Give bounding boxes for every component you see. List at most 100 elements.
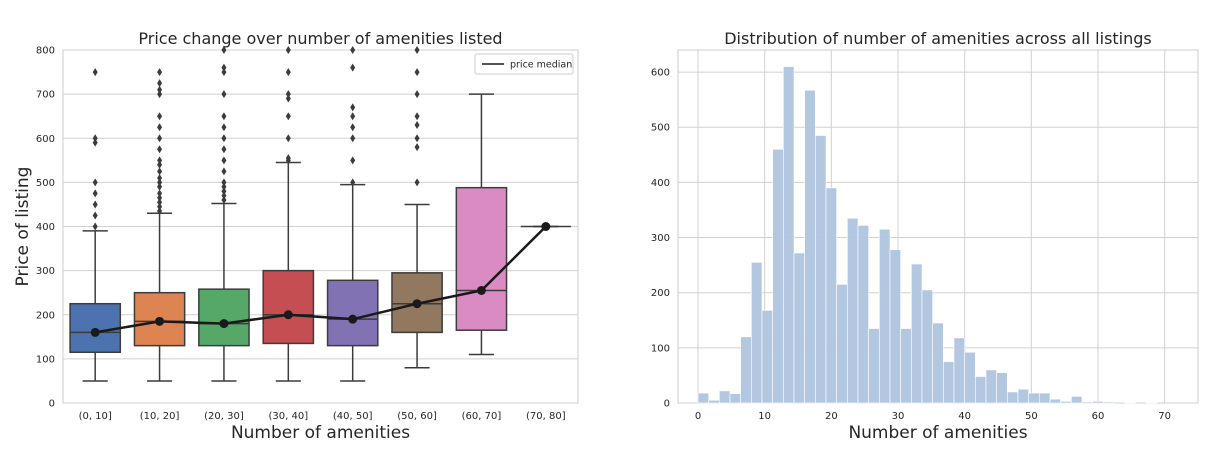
box-outlier-point: [221, 156, 227, 165]
histogram-bar: [911, 263, 923, 404]
box-outlier-point: [157, 207, 163, 216]
legend-label-price-median: price median: [510, 60, 572, 71]
histogram-bar: [1103, 401, 1115, 404]
histogram-bar: [900, 328, 912, 404]
right-ytick-label: 500: [651, 123, 670, 134]
right-x-axis-label: Number of amenities: [848, 423, 1027, 443]
histogram-bar: [996, 372, 1008, 404]
left-xtick-label: (60, 70]: [462, 411, 502, 422]
left-ytick-label: 400: [36, 222, 55, 233]
right-ytick-label: 400: [651, 178, 670, 189]
histogram-bar: [697, 392, 709, 404]
box-outlier-point: [157, 85, 163, 94]
left-ytick-label: 500: [36, 178, 55, 189]
box-outlier-point: [285, 46, 291, 54]
box-outlier-point: [285, 134, 291, 143]
box-outlier-point: [221, 63, 227, 72]
histogram-bar: [793, 252, 805, 404]
box-outlier-point: [414, 90, 420, 99]
histogram-bar: [847, 217, 859, 404]
histogram-bar: [1145, 402, 1157, 404]
box-outlier-point: [157, 90, 163, 99]
box-outlier-point: [350, 134, 356, 143]
box-outlier-point: [414, 178, 420, 187]
left-ytick-label: 300: [36, 266, 55, 277]
box-outlier-point: [157, 112, 163, 121]
box-outlier-point: [350, 103, 356, 112]
histogram-bar: [740, 336, 752, 404]
left-xtick-label: (40, 50]: [333, 411, 373, 422]
left-xtick-label: (20, 30]: [204, 411, 244, 422]
box-outlier-point: [92, 68, 98, 77]
box-outlier-point: [221, 112, 227, 121]
box-outlier-point: [350, 63, 356, 72]
box-outlier-point: [157, 182, 163, 191]
histogram-bar: [985, 369, 997, 404]
box-iqr: [262, 269, 315, 345]
left-ytick-label: 600: [36, 134, 55, 145]
right-chart-title: Distribution of number of amenities acro…: [724, 29, 1152, 48]
right-xtick-label: 50: [1025, 411, 1038, 422]
histogram-bar: [868, 328, 880, 404]
histogram-bar: [1060, 401, 1072, 404]
right-ytick-label: 600: [651, 68, 670, 79]
box-outlier-point: [92, 138, 98, 147]
box-outlier-point: [285, 94, 291, 103]
histogram-bar: [879, 228, 891, 404]
histogram-bar: [1092, 401, 1104, 404]
histogram-bar: [889, 249, 901, 404]
histogram-bar: [1017, 388, 1029, 404]
box-iqr: [198, 288, 250, 347]
box-iqr: [455, 186, 508, 331]
right-ytick-label: 0: [664, 399, 670, 410]
histogram-bar: [761, 310, 773, 404]
box-outlier-point: [221, 123, 227, 132]
histogram-bar: [921, 289, 933, 404]
left-ytick-label: 700: [36, 90, 55, 101]
right-xtick-label: 20: [825, 411, 838, 422]
box-outlier-point: [350, 123, 356, 132]
right-ytick-label: 100: [651, 343, 670, 354]
histogram-bar: [815, 135, 827, 404]
price-median-line: [94, 225, 547, 334]
histogram-bar: [1124, 402, 1136, 404]
price-median-point: [412, 299, 422, 309]
box-outlier-point: [414, 68, 420, 77]
box-outlier-point: [92, 211, 98, 220]
box-outlier-point: [221, 46, 227, 54]
box-outlier-point: [221, 145, 227, 154]
box-outlier-point: [92, 178, 98, 187]
box-outlier-point: [157, 156, 163, 165]
box-outlier-point: [221, 134, 227, 143]
box-outlier-point: [157, 68, 163, 77]
box-outlier-point: [157, 202, 163, 211]
left-xtick-label: (10, 20]: [140, 411, 180, 422]
histogram-bar: [825, 187, 837, 404]
left-xtick-label: (70, 80]: [526, 411, 566, 422]
histogram-bar: [943, 361, 955, 404]
left-chart-title: Price change over number of amenities li…: [138, 29, 502, 48]
box-outlier-point: [221, 68, 227, 77]
box-outlier-point: [221, 167, 227, 176]
histogram-bar: [1007, 391, 1019, 404]
price-median-point: [283, 310, 293, 320]
box-outlier-point: [157, 79, 163, 88]
box-outlier-point: [157, 178, 163, 187]
histogram-bar: [751, 262, 763, 404]
box-outlier-point: [414, 143, 420, 152]
price-median-point: [348, 314, 358, 324]
box-iqr: [326, 279, 379, 347]
left-ytick-label: 800: [36, 46, 55, 57]
right-ytick-label: 300: [651, 233, 670, 244]
box-outlier-point: [221, 196, 227, 205]
histogram-bar: [1028, 392, 1040, 404]
histogram-bar: [772, 148, 784, 404]
box-outlier-point: [221, 90, 227, 99]
box-outlier-point: [414, 134, 420, 143]
box-outlier-point: [285, 112, 291, 121]
box-outlier-point: [157, 167, 163, 176]
right-xtick-label: 10: [758, 411, 771, 422]
right-xtick-label: 0: [695, 411, 701, 422]
